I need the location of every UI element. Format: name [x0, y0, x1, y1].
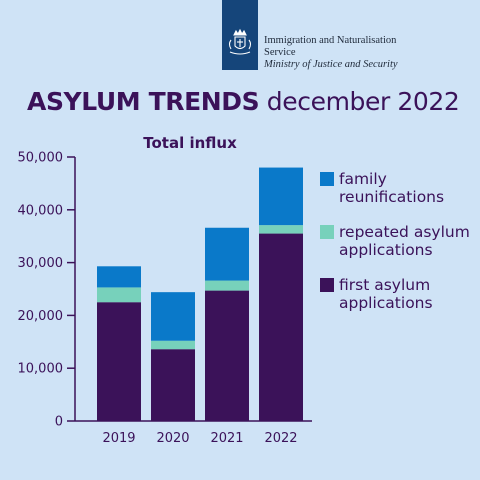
legend-swatch-first-asylum-applications [320, 278, 334, 292]
bar-first-asylum-applications-2020 [151, 349, 195, 421]
y-tick-label: 20,000 [18, 309, 64, 324]
x-tick-label: 2022 [264, 431, 297, 446]
bar-family-reunifications-2019 [97, 266, 141, 288]
y-tick-label: 10,000 [18, 362, 64, 377]
legend-label: repeated asylum [339, 223, 470, 241]
x-tick-label: 2021 [210, 431, 243, 446]
org-name-line2: Service [264, 47, 296, 58]
y-tick-label: 0 [55, 415, 63, 430]
chart-title: Total influx [143, 134, 237, 152]
coat-of-arms-icon [228, 28, 252, 55]
x-tick-label: 2019 [102, 431, 135, 446]
bar-repeated-asylum-applications-2020 [151, 340, 195, 350]
bar-repeated-asylum-applications-2022 [259, 225, 303, 234]
legend-label: first asylum [339, 276, 430, 294]
legend-swatch-repeated-asylum-applications [320, 225, 334, 239]
logo-block [222, 0, 258, 70]
bar-repeated-asylum-applications-2019 [97, 287, 141, 303]
bar-first-asylum-applications-2021 [205, 290, 249, 421]
legend-swatch-family-reunifications [320, 172, 334, 186]
page-title-rest: december 2022 [259, 87, 460, 116]
x-tick-label: 2020 [156, 431, 189, 446]
bar-family-reunifications-2021 [205, 227, 249, 281]
y-tick-label: 50,000 [18, 151, 64, 166]
legend-label: applications [339, 241, 433, 259]
legend-label: applications [339, 294, 433, 312]
bar-repeated-asylum-applications-2021 [205, 280, 249, 291]
page-title-bold: ASYLUM TRENDS [27, 87, 260, 116]
org-name-line1: Immigration and Naturalisation [264, 35, 397, 46]
page-title: ASYLUM TRENDS december 2022 [27, 87, 460, 116]
bar-first-asylum-applications-2019 [97, 302, 141, 421]
bar-family-reunifications-2022 [259, 167, 303, 226]
legend-label: family [339, 170, 387, 188]
bar-first-asylum-applications-2022 [259, 233, 303, 421]
y-tick-label: 30,000 [18, 256, 64, 271]
y-tick-label: 40,000 [18, 203, 64, 218]
legend-label: reunifications [339, 188, 444, 206]
bar-family-reunifications-2020 [151, 292, 195, 341]
ministry-name: Ministry of Justice and Security [264, 59, 398, 70]
